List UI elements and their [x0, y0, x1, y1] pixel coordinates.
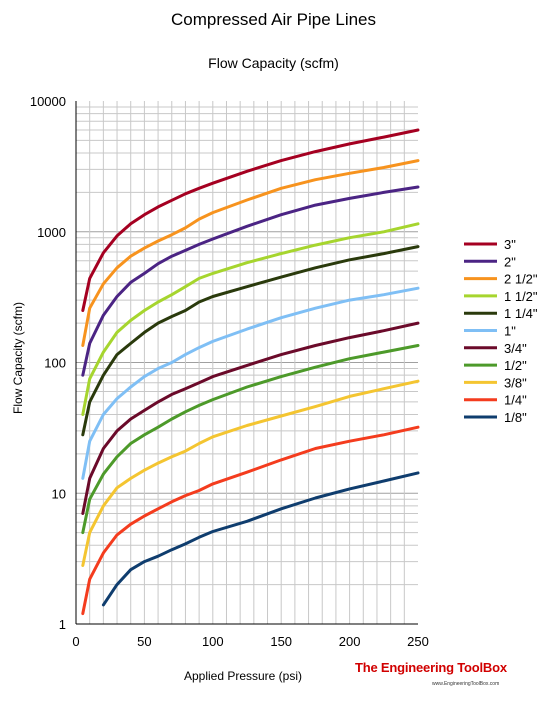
legend-label-8: 3/8": [504, 375, 527, 390]
legend-label-3: 1 1/2": [504, 289, 538, 304]
x-tick-label: 50: [137, 634, 151, 649]
series-line-4: [81, 245, 420, 437]
series-line-8: [81, 379, 420, 567]
series-line-3: [81, 222, 420, 416]
x-tick-label: 150: [270, 634, 292, 649]
legend-label-5: 1": [504, 324, 516, 339]
axes: [75, 101, 418, 625]
y-tick-label: 1: [59, 617, 66, 632]
y-tick-label: 10000: [30, 94, 66, 109]
legend-label-10: 1/8": [504, 410, 527, 425]
legend-label-0: 3": [504, 237, 516, 252]
x-tick-label: 0: [72, 634, 79, 649]
series-line-10: [101, 471, 420, 607]
legend-label-9: 1/4": [504, 393, 527, 408]
series-line-1: [81, 185, 420, 377]
brand-logo[interactable]: The Engineering ToolBox: [355, 660, 507, 675]
y-axis-label: Flow Capacity (scfm): [11, 301, 25, 415]
legend-label-2: 2 1/2": [504, 272, 538, 287]
legend-label-1: 2": [504, 254, 516, 269]
y-tick-label: 1000: [37, 225, 66, 240]
series-line-9: [81, 425, 420, 616]
series-line-0: [81, 128, 420, 312]
x-tick-label: 100: [202, 634, 224, 649]
chart-subtitle: Flow Capacity (scfm): [208, 55, 339, 71]
y-tick-label: 10: [52, 486, 66, 501]
series-line-7: [81, 344, 420, 535]
x-axis-label: Applied Pressure (psi): [183, 669, 303, 683]
y-tick-label: 100: [44, 356, 66, 371]
series-line-6: [81, 321, 420, 515]
series-line-5: [81, 286, 420, 480]
legend-label-4: 1 1/4": [504, 306, 538, 321]
grid: [76, 101, 418, 625]
legend-label-7: 1/2": [504, 358, 527, 373]
brand-url[interactable]: www.EngineeringToolBox.com: [432, 681, 500, 687]
x-tick-label: 200: [339, 634, 361, 649]
tick-labels: 1 10 100 1000 10000 0 50 100 150 200 250: [30, 94, 429, 649]
legend-label-6: 3/4": [504, 341, 527, 356]
plot-area: [81, 128, 420, 616]
chart-title: Compressed Air Pipe Lines: [170, 10, 377, 29]
x-tick-label: 250: [407, 634, 429, 649]
legend: 3" 2" 2 1/2" 1 1/2" 1 1/4" 1" 3/4" 1/2" 3/8" 1/4"…: [464, 237, 538, 425]
series-line-2: [81, 159, 420, 347]
